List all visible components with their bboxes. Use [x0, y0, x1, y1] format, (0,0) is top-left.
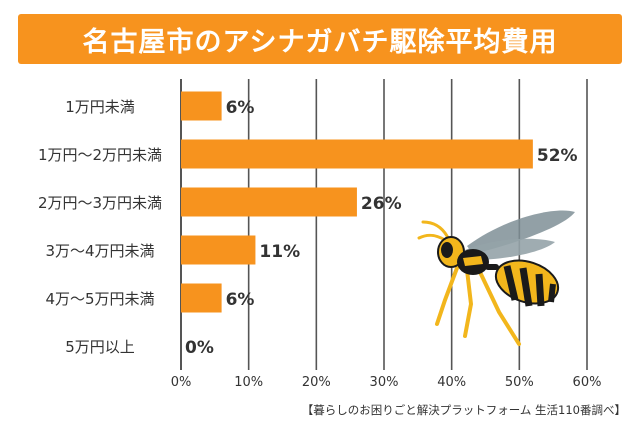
category-label: 5万円以上 — [65, 338, 135, 356]
category-label: 3万〜4万円未満 — [45, 242, 154, 260]
category-label: 1万円〜2万円未満 — [38, 146, 162, 164]
grid-lines — [180, 79, 588, 370]
bars — [181, 91, 533, 313]
value-label: 11% — [259, 242, 300, 262]
bar — [181, 91, 222, 121]
value-label: 0% — [185, 338, 214, 358]
wasp-icon — [417, 210, 575, 346]
value-label: 6% — [226, 290, 255, 310]
x-tick-label: 60% — [573, 375, 602, 390]
bar — [181, 235, 256, 265]
x-tick-label: 20% — [302, 375, 331, 390]
chart-title: 名古屋市のアシナガバチ駆除平均費用 — [82, 26, 558, 58]
value-labels: 6% 52% 26% 11% 6% 0% — [185, 98, 578, 358]
x-tick-label: 50% — [505, 375, 534, 390]
x-tick-label: 40% — [437, 375, 466, 390]
x-tick-label: 10% — [234, 375, 263, 390]
x-tick-label: 30% — [370, 375, 399, 390]
bar — [181, 283, 222, 313]
x-tick-labels: 0% 10% 20% 30% 40% 50% 60% — [171, 375, 602, 390]
category-label: 2万円〜3万円未満 — [38, 194, 162, 212]
value-label: 26% — [361, 194, 402, 214]
category-label: 1万円未満 — [65, 98, 135, 116]
bar — [181, 187, 357, 217]
category-label: 4万〜5万円未満 — [45, 290, 154, 308]
value-label: 52% — [537, 146, 578, 166]
source-note: 【暮らしのお困りごと解決プラットフォーム 生活110番調べ】 — [301, 403, 626, 417]
bar — [181, 139, 533, 169]
category-labels: 1万円未満 1万円〜2万円未満 2万円〜3万円未満 3万〜4万円未満 4万〜5万円未満 5… — [38, 98, 162, 356]
value-label: 6% — [226, 98, 255, 118]
x-tick-label: 0% — [171, 375, 192, 390]
title-banner: 名古屋市のアシナガバチ駆除平均費用 — [18, 14, 622, 64]
